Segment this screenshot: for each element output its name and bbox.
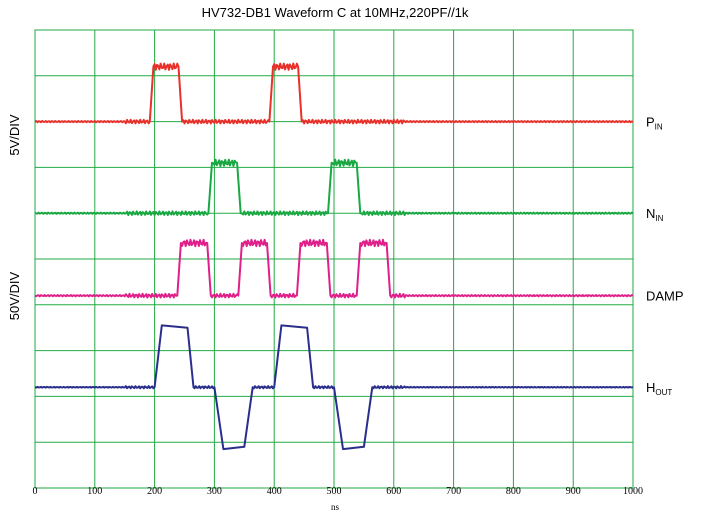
x-axis-ticks: 0 100 200 300 400 500 600 700 800 900 1000 [33, 486, 644, 497]
trace-label-pin: PIN [646, 115, 663, 132]
trace-label-damp: DAMP [646, 289, 684, 304]
x-tick-label: 700 [446, 486, 461, 497]
chart-title: HV732-DB1 Waveform C at 10MHz,220PF//1k [202, 5, 469, 20]
trace-hout [34, 324, 634, 451]
trace-label-nin: NIN [646, 206, 664, 223]
x-tick-label: 0 [33, 486, 38, 497]
x-tick-label: 300 [207, 486, 222, 497]
y-scale-label-output: 50V/DIV [7, 271, 22, 320]
trace-pin [34, 62, 634, 125]
plot-grid [34, 29, 634, 489]
trace-nin [34, 158, 634, 216]
y-scale-label-logic: 5V/DIV [7, 114, 22, 156]
x-axis-label: ns [331, 502, 340, 512]
trace-damp [34, 238, 634, 299]
x-tick-label: 400 [267, 486, 282, 497]
x-tick-label: 200 [147, 486, 162, 497]
x-tick-label: 1000 [623, 486, 643, 497]
x-tick-label: 600 [386, 486, 401, 497]
x-tick-label: 900 [566, 486, 581, 497]
trace-label-hout: HOUT [646, 380, 672, 397]
x-tick-label: 500 [327, 486, 342, 497]
trace-labels: PIN NIN DAMP HOUT [646, 115, 684, 398]
waveform-traces [34, 62, 634, 451]
x-tick-label: 100 [87, 486, 102, 497]
x-tick-label: 800 [506, 486, 521, 497]
